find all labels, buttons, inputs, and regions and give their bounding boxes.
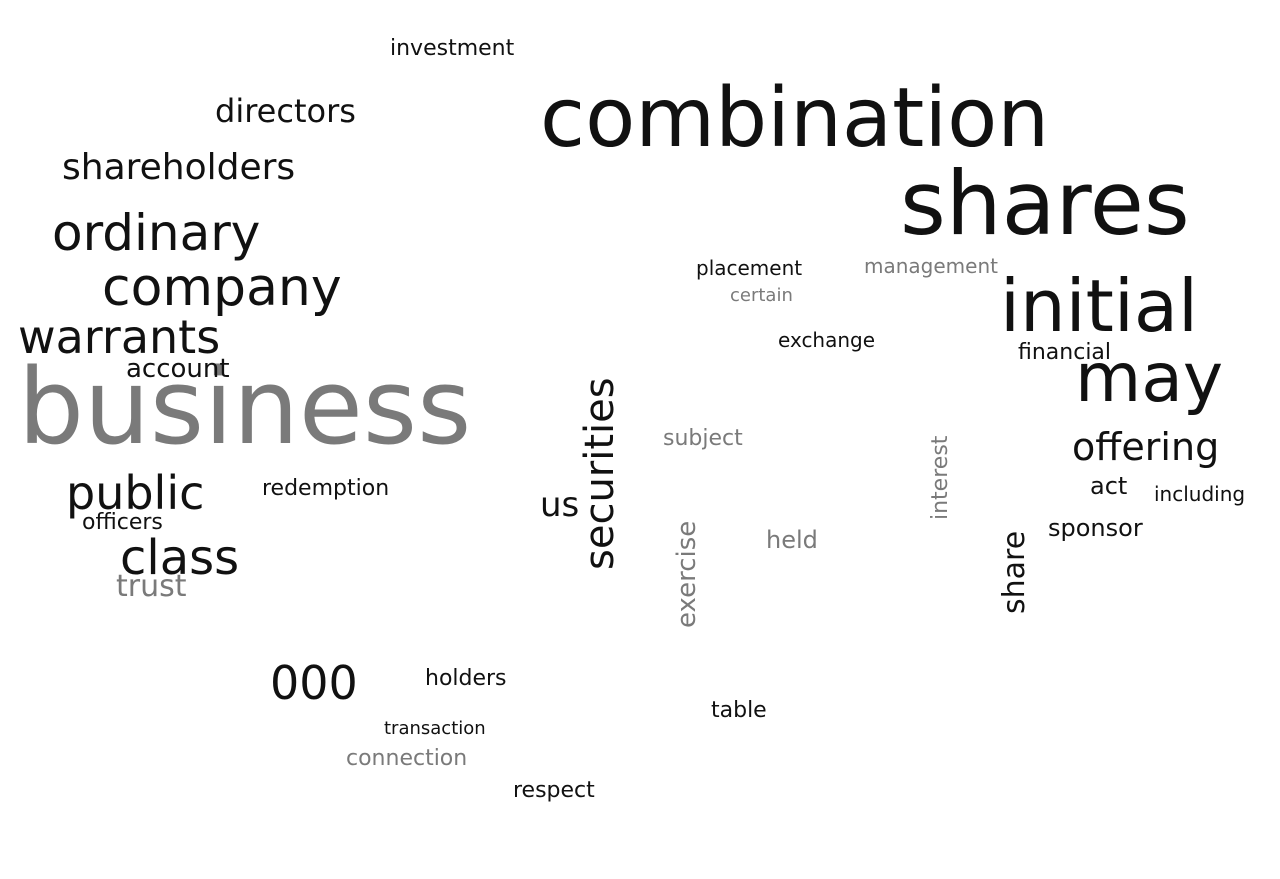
- word-offering: offering: [1072, 425, 1220, 469]
- word-act: act: [1090, 472, 1128, 500]
- word-shares: shares: [900, 152, 1190, 255]
- word-ordinary: ordinary: [52, 204, 261, 262]
- word-subject: subject: [663, 426, 743, 451]
- word-connection: connection: [346, 746, 468, 771]
- word-financial: financial: [1018, 340, 1112, 365]
- word-class: class: [120, 530, 240, 586]
- word-management: management: [864, 254, 998, 278]
- word-investment: investment: [390, 36, 515, 61]
- word-exercise: exercise: [672, 520, 702, 628]
- word-trust: trust: [116, 569, 187, 604]
- word-held: held: [766, 526, 818, 554]
- word-officers: officers: [82, 510, 163, 535]
- word-account: account: [126, 354, 230, 384]
- word-000: 000: [270, 656, 358, 710]
- word-respect: respect: [513, 778, 595, 803]
- word-shareholders: shareholders: [62, 147, 296, 188]
- word-table: table: [711, 698, 767, 723]
- word-placement: placement: [696, 256, 803, 280]
- word-business: business: [18, 346, 472, 468]
- word-including: including: [1154, 482, 1246, 506]
- word-share: share: [997, 530, 1032, 614]
- word-holders: holders: [425, 666, 507, 691]
- word-initial: initial: [1000, 264, 1198, 348]
- word-may: may: [1075, 339, 1224, 418]
- word-company: company: [102, 258, 342, 318]
- word-us: us: [540, 485, 580, 525]
- word-sponsor: sponsor: [1048, 514, 1143, 542]
- word-securities: securities: [577, 377, 623, 570]
- word-warrants: warrants: [18, 310, 221, 364]
- word-certain: certain: [730, 285, 793, 306]
- word-exchange: exchange: [778, 328, 876, 352]
- word-public: public: [66, 466, 205, 520]
- word-directors: directors: [215, 92, 356, 130]
- word-transaction: transaction: [384, 718, 486, 739]
- word-combination: combination: [540, 71, 1050, 166]
- word-interest: interest: [928, 435, 953, 520]
- word-redemption: redemption: [262, 476, 390, 501]
